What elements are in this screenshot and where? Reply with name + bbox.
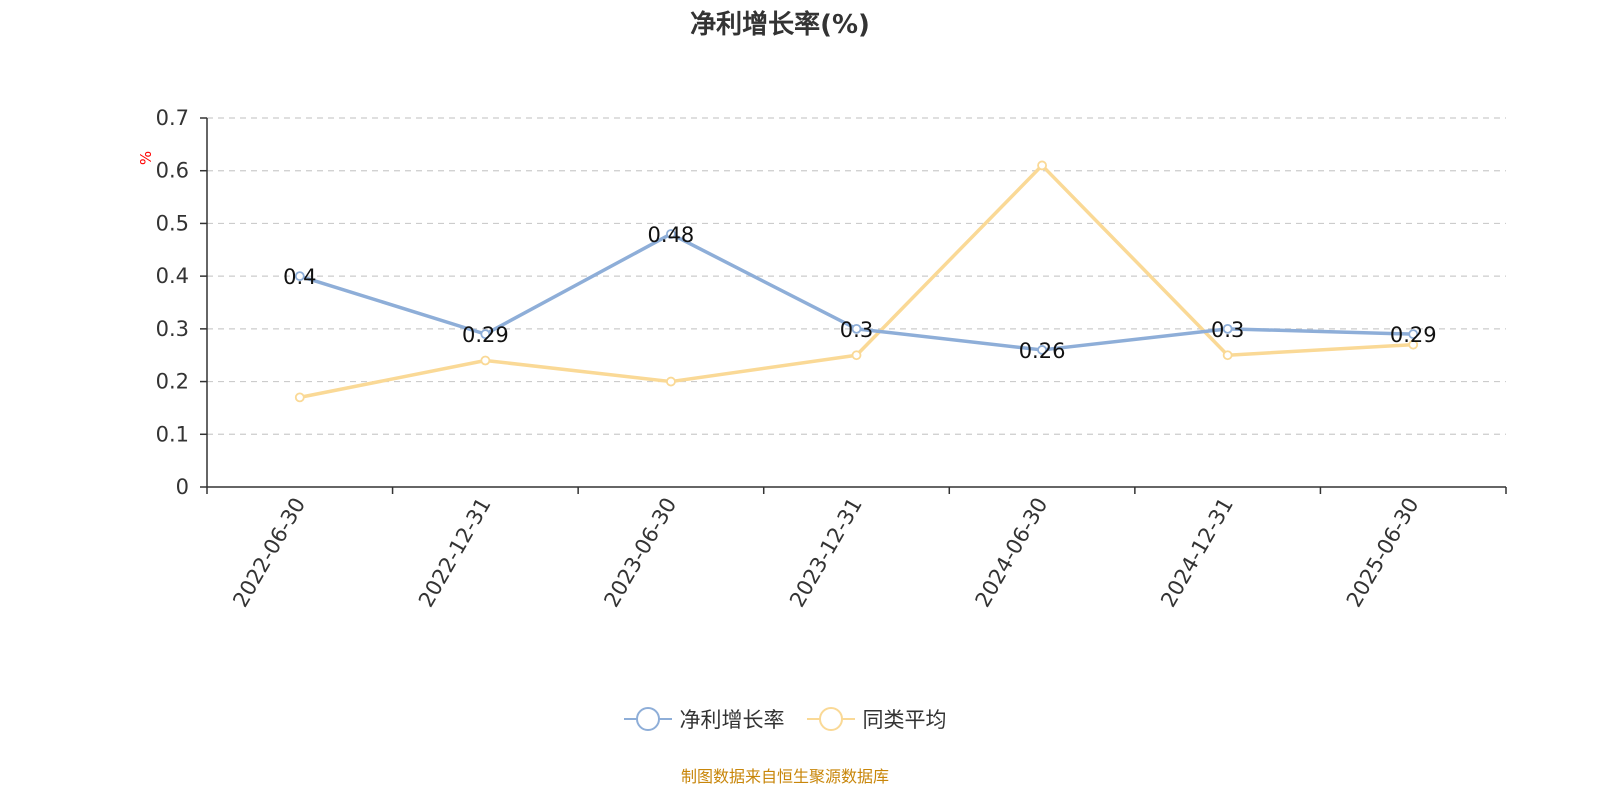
legend: 净利增长率 同类平均 (0, 704, 1570, 734)
series-2-point (480, 355, 491, 366)
series-1-point (666, 229, 676, 239)
series-1-point (480, 329, 491, 340)
legend-item-series-2[interactable]: 同类平均 (806, 704, 947, 734)
line-chart: 0 0.1 0.2 0.3 0.4 0.5 0.6 0.7% 2022-06-30 2022-12… (137, 106, 1507, 612)
legend-label-series-1: 净利增长率 (679, 708, 785, 732)
data-label: 0.29 (1390, 323, 1437, 347)
data-label: 0.3 (1211, 318, 1244, 342)
series-1-point (294, 271, 305, 282)
x-tick-label: 2022-06-30 (228, 494, 310, 612)
series-1-point (851, 323, 862, 334)
legend-label-series-2: 同类平均 (862, 708, 947, 732)
x-tick-label: 2022-12-31 (414, 494, 496, 612)
series-2-point (1408, 339, 1419, 350)
data-label: 0.29 (462, 323, 509, 347)
series-2-point (666, 376, 676, 387)
series-2-point (1222, 350, 1233, 361)
source-note: 制图数据来自恒生聚源数据库 (680, 767, 889, 786)
series-2-point (851, 350, 862, 361)
y-tick-label: 0.2 (156, 370, 189, 394)
y-tick-label: 0.4 (156, 264, 189, 288)
data-labels: 0.4 0.29 0.48 0.3 0.26 0.3 0.29 (283, 223, 1437, 363)
series-line-2 (299, 163, 1414, 400)
legend-swatch-series-1 (623, 705, 672, 733)
grid-lines (207, 117, 1506, 435)
series-1-point (1222, 323, 1233, 334)
y-tick-label: 0.7 (156, 106, 189, 130)
legend-item-series-1[interactable]: 净利增长率 (623, 704, 785, 734)
y-tick-label: 0.1 (156, 422, 189, 446)
x-tick-label: 2023-06-30 (599, 494, 681, 612)
data-label: 0.4 (283, 265, 316, 289)
series-1-point (1408, 329, 1419, 340)
y-tick-label: 0.6 (156, 159, 189, 183)
series-1-point (1037, 345, 1047, 355)
x-tick-label: 2023-12-31 (785, 494, 867, 612)
series-2-point (1037, 160, 1047, 171)
x-tick-label: 2024-12-31 (1156, 494, 1238, 612)
data-label: 0.26 (1019, 339, 1066, 363)
data-label: 0.3 (840, 318, 873, 342)
y-axis-unit-label: % (137, 151, 155, 165)
x-tick-label: 2025-06-30 (1342, 494, 1424, 612)
chart-title: 净利增长率(%) (690, 10, 870, 40)
x-tick-label: 2024-06-30 (971, 494, 1053, 612)
legend-swatch-series-2 (806, 705, 855, 733)
data-label: 0.48 (648, 223, 695, 247)
y-tick-label: 0.3 (156, 317, 189, 341)
series-2-point (294, 392, 305, 403)
y-tick-label: 0.5 (156, 211, 189, 235)
series (294, 160, 1419, 403)
y-tick-label: 0 (176, 475, 189, 499)
